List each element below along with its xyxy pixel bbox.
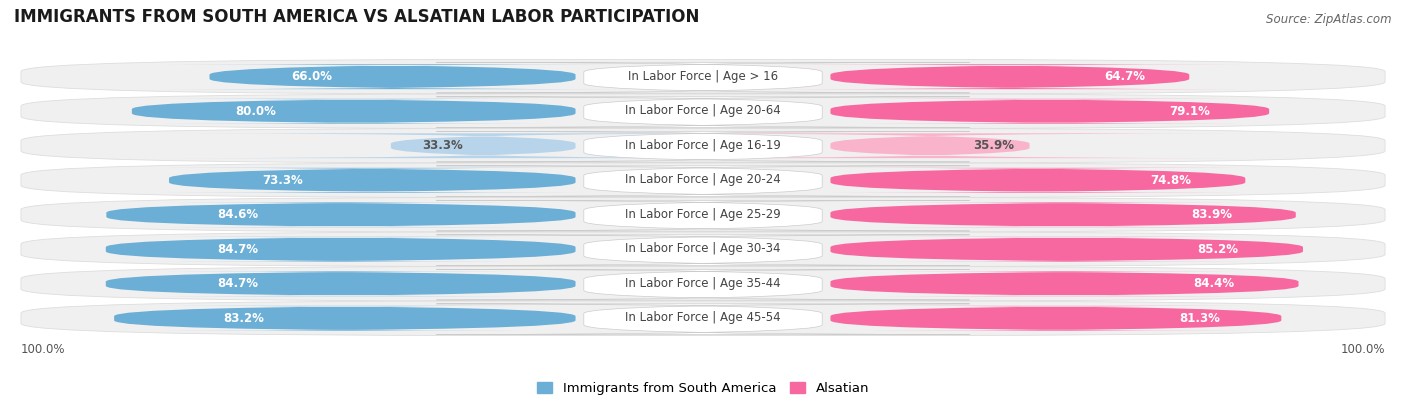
FancyBboxPatch shape [831,306,1281,331]
Text: 73.3%: 73.3% [263,174,304,187]
Text: 35.9%: 35.9% [973,139,1014,152]
FancyBboxPatch shape [21,163,1385,198]
Text: 74.8%: 74.8% [1150,174,1191,187]
Text: 85.2%: 85.2% [1198,243,1239,256]
FancyBboxPatch shape [436,304,970,335]
Text: 79.1%: 79.1% [1170,105,1211,118]
Text: 33.3%: 33.3% [422,139,463,152]
FancyBboxPatch shape [107,202,575,227]
FancyBboxPatch shape [162,64,623,89]
Text: 81.3%: 81.3% [1180,312,1220,325]
Text: In Labor Force | Age 25-29: In Labor Force | Age 25-29 [626,207,780,220]
FancyBboxPatch shape [21,60,1385,94]
FancyBboxPatch shape [21,94,1385,128]
FancyBboxPatch shape [436,131,970,162]
Text: 100.0%: 100.0% [21,343,66,356]
FancyBboxPatch shape [21,198,1385,232]
FancyBboxPatch shape [162,134,804,158]
Text: 84.4%: 84.4% [1194,277,1234,290]
Text: Source: ZipAtlas.com: Source: ZipAtlas.com [1267,13,1392,26]
Text: 66.0%: 66.0% [291,70,332,83]
Text: In Labor Force | Age 20-24: In Labor Force | Age 20-24 [626,173,780,186]
Text: In Labor Force | Age 20-64: In Labor Force | Age 20-64 [626,104,780,117]
FancyBboxPatch shape [21,232,1385,267]
FancyBboxPatch shape [21,267,1385,301]
FancyBboxPatch shape [21,128,1385,163]
FancyBboxPatch shape [776,64,1244,89]
FancyBboxPatch shape [21,301,1385,335]
Text: 100.0%: 100.0% [1340,343,1385,356]
Text: 83.9%: 83.9% [1191,208,1233,221]
FancyBboxPatch shape [436,269,970,300]
Text: In Labor Force | Age 35-44: In Labor Force | Age 35-44 [626,276,780,290]
Text: In Labor Force | Age 30-34: In Labor Force | Age 30-34 [626,242,780,255]
Text: 64.7%: 64.7% [1104,70,1146,83]
Text: 84.7%: 84.7% [217,243,257,256]
FancyBboxPatch shape [831,237,1303,261]
FancyBboxPatch shape [831,168,1246,193]
Text: 84.6%: 84.6% [217,208,259,221]
FancyBboxPatch shape [436,166,970,196]
Text: 83.2%: 83.2% [224,312,264,325]
FancyBboxPatch shape [436,200,970,231]
Text: In Labor Force | Age > 16: In Labor Force | Age > 16 [628,70,778,83]
FancyBboxPatch shape [436,97,970,128]
FancyBboxPatch shape [162,168,582,193]
FancyBboxPatch shape [105,271,575,296]
Text: In Labor Force | Age 45-54: In Labor Force | Age 45-54 [626,311,780,324]
FancyBboxPatch shape [831,271,1299,296]
FancyBboxPatch shape [105,237,575,261]
Legend: Immigrants from South America, Alsatian: Immigrants from South America, Alsatian [537,382,869,395]
FancyBboxPatch shape [436,62,970,93]
Text: 80.0%: 80.0% [236,105,277,118]
Text: In Labor Force | Age 16-19: In Labor Force | Age 16-19 [626,139,780,152]
FancyBboxPatch shape [114,306,575,331]
FancyBboxPatch shape [831,99,1270,124]
FancyBboxPatch shape [132,99,575,124]
Text: 84.7%: 84.7% [217,277,257,290]
FancyBboxPatch shape [436,235,970,265]
FancyBboxPatch shape [831,202,1296,227]
FancyBboxPatch shape [616,134,1244,158]
Text: IMMIGRANTS FROM SOUTH AMERICA VS ALSATIAN LABOR PARTICIPATION: IMMIGRANTS FROM SOUTH AMERICA VS ALSATIA… [14,8,699,26]
